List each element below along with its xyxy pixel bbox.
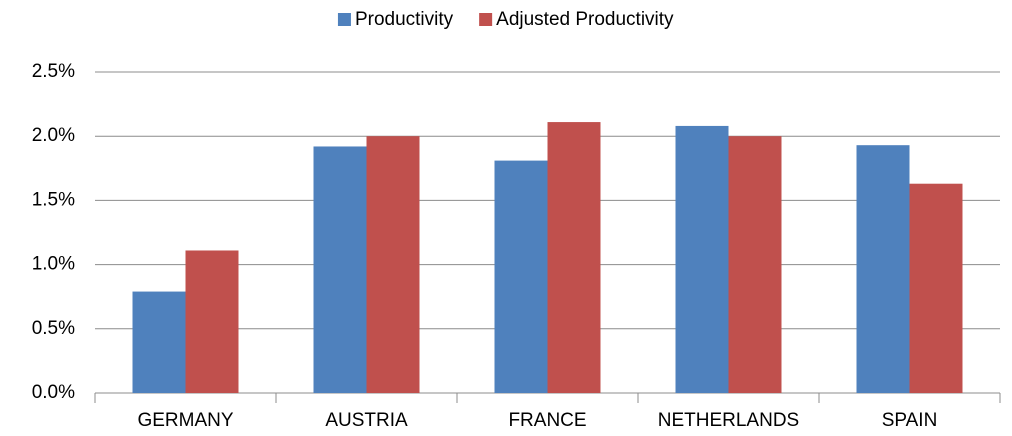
bar	[185, 250, 239, 393]
bar	[856, 145, 910, 393]
legend: Productivity Adjusted Productivity	[337, 9, 674, 30]
x-tick-label: GERMANY	[137, 410, 233, 431]
bar	[494, 160, 548, 393]
legend-label: Productivity	[355, 9, 454, 30]
bar	[909, 183, 963, 393]
y-tick-label: 2.0%	[32, 125, 75, 146]
y-tick-label: 0.0%	[32, 382, 75, 403]
legend-swatch	[337, 13, 351, 26]
x-tick-label: NETHERLANDS	[658, 410, 799, 431]
bar	[132, 291, 186, 393]
x-tick-label: AUSTRIA	[325, 410, 408, 431]
x-tick-label: SPAIN	[882, 410, 938, 431]
bar	[366, 136, 420, 393]
legend-swatch	[479, 13, 493, 26]
y-tick-label: 0.5%	[32, 318, 75, 339]
y-tick-label: 1.5%	[32, 189, 75, 210]
bar	[313, 146, 367, 393]
bar	[547, 122, 601, 394]
legend-label: Adjusted Productivity	[496, 9, 674, 30]
bar	[675, 125, 729, 393]
x-tick-label: FRANCE	[508, 410, 586, 431]
bar	[728, 136, 782, 393]
y-tick-label: 2.5%	[32, 61, 75, 82]
y-tick-label: 1.0%	[32, 254, 75, 275]
